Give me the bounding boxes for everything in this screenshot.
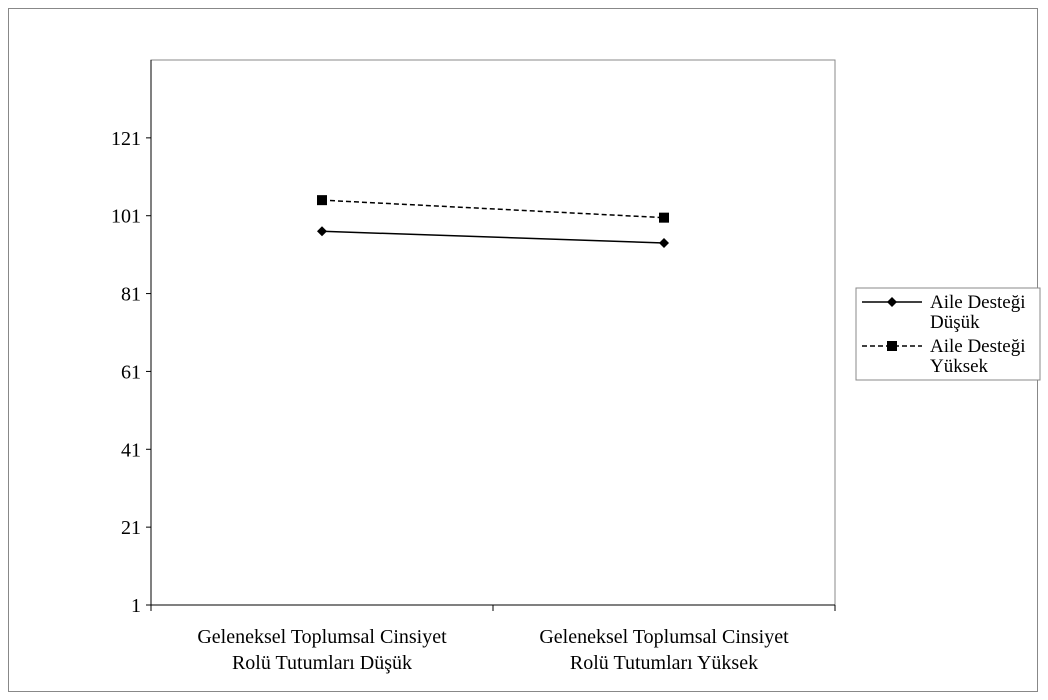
y-tick-label: 121: [111, 128, 141, 150]
legend-label: Aile Desteği: [930, 336, 1026, 357]
data-point-square: [317, 195, 327, 206]
x-tick-label: Geleneksel Toplumsal Cinsiyet: [197, 626, 447, 648]
legend-box: [855, 287, 1041, 381]
x-tick-label: Rolü Tutumları Düşük: [232, 652, 412, 674]
y-tick-label: 101: [111, 206, 141, 228]
data-point-diamond: [317, 226, 327, 237]
legend-marker-diamond: [887, 297, 897, 307]
y-tick-label: 81: [121, 284, 141, 306]
data-point-diamond: [659, 237, 669, 248]
legend-marker-square: [887, 341, 897, 351]
y-tick-label: 1: [131, 595, 141, 617]
legend-label: Düşük: [930, 312, 980, 333]
plot-area: [150, 59, 836, 606]
y-tick-label: 61: [121, 361, 141, 383]
x-tick-label: Rolü Tutumları Yüksek: [570, 652, 758, 674]
x-tick-label: Geleneksel Toplumsal Cinsiyet: [539, 626, 789, 648]
series-layer: [317, 195, 669, 248]
data-point-square: [659, 212, 669, 223]
y-tick-label: 41: [121, 439, 141, 461]
series-line: [321, 199, 665, 219]
legend-label: Yüksek: [930, 356, 989, 377]
series-line: [321, 230, 665, 244]
legend-label: Aile Desteği: [930, 292, 1026, 313]
y-tick-label: 21: [121, 517, 141, 539]
